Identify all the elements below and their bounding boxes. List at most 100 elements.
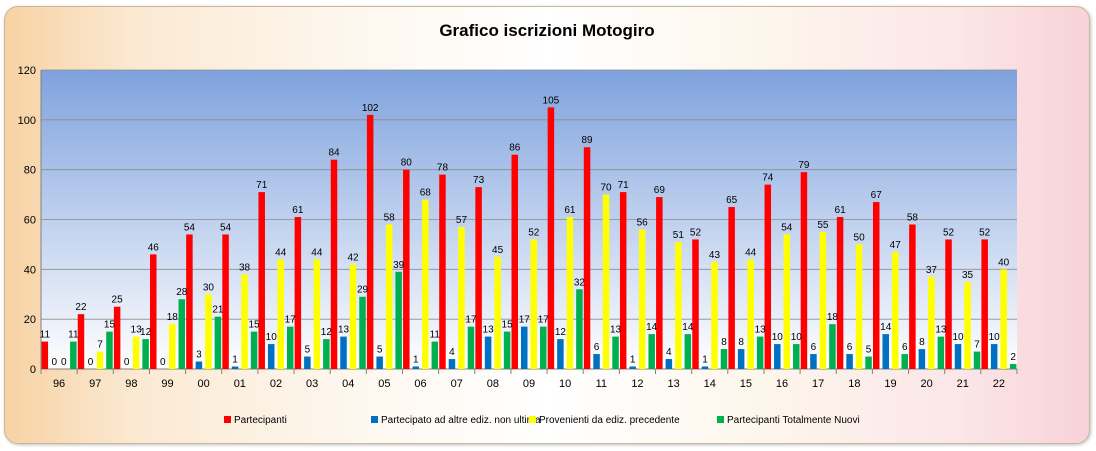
x-tick-label: 97 (89, 378, 101, 390)
data-label: 10 (791, 332, 803, 343)
bar (737, 349, 745, 369)
data-label: 8 (738, 337, 744, 348)
data-label: 61 (835, 205, 847, 216)
y-tick-label: 120 (18, 65, 36, 77)
data-label: 71 (256, 180, 268, 191)
x-tick-label: 10 (559, 378, 571, 390)
x-tick-label: 13 (667, 378, 679, 390)
bar (800, 172, 808, 369)
data-label: 11 (40, 330, 51, 341)
data-label: 29 (357, 285, 369, 296)
bar (286, 326, 294, 369)
data-label: 44 (745, 247, 757, 258)
data-label: 0 (61, 357, 67, 368)
data-label: 0 (88, 357, 94, 368)
bar (503, 331, 511, 369)
bar (1000, 269, 1007, 369)
data-label: 58 (907, 212, 919, 223)
data-label: 7 (97, 340, 103, 351)
bar (222, 234, 229, 369)
data-label: 13 (755, 325, 767, 336)
data-label: 6 (902, 342, 908, 353)
data-label: 65 (726, 195, 738, 206)
x-tick-label: 07 (451, 378, 463, 390)
data-label: 22 (75, 302, 87, 313)
data-label: 84 (328, 148, 340, 159)
bar (521, 326, 528, 369)
data-label: 80 (401, 158, 413, 169)
bar (593, 354, 600, 369)
data-label: 17 (519, 315, 531, 326)
bar (1009, 364, 1017, 369)
data-label: 42 (347, 252, 359, 263)
data-label: 12 (140, 327, 152, 338)
bar (231, 366, 239, 369)
bar (385, 224, 393, 369)
bar (576, 289, 583, 369)
data-label: 40 (998, 257, 1010, 268)
legend-label: Partecipanti Totalmente Nuovi (727, 415, 860, 426)
data-label: 50 (854, 232, 866, 243)
data-label: 15 (502, 320, 514, 331)
data-label: 70 (600, 183, 612, 194)
data-label: 10 (952, 332, 964, 343)
bar (728, 207, 735, 369)
x-tick-label: 19 (884, 378, 896, 390)
bar (846, 354, 853, 369)
bar (945, 239, 952, 369)
legend-swatch (529, 416, 536, 423)
x-tick-label: 00 (198, 378, 210, 390)
data-label: 45 (492, 245, 504, 256)
data-label: 14 (646, 322, 658, 333)
bar (340, 336, 347, 369)
data-label: 32 (574, 277, 586, 288)
bar (178, 299, 186, 369)
data-label: 102 (362, 103, 379, 114)
data-label: 10 (772, 332, 784, 343)
data-label: 43 (709, 250, 721, 261)
bar (937, 336, 945, 369)
bar (829, 324, 836, 369)
bar (458, 226, 465, 369)
data-label: 52 (943, 227, 955, 238)
data-label: 0 (52, 357, 58, 368)
x-tick-label: 22 (993, 378, 1005, 390)
bar (774, 344, 781, 369)
bar (77, 314, 85, 369)
bar (692, 239, 699, 369)
data-label: 39 (393, 260, 405, 271)
bar (304, 356, 311, 369)
x-tick-label: 01 (234, 378, 246, 390)
bar (711, 261, 718, 369)
data-label: 55 (817, 220, 829, 231)
data-label: 38 (239, 262, 251, 273)
data-label: 44 (311, 247, 323, 258)
bar (701, 366, 709, 369)
bar (602, 194, 610, 369)
data-label: 79 (798, 160, 810, 171)
bar (395, 271, 402, 369)
bar (901, 354, 908, 369)
data-label: 47 (890, 240, 902, 251)
bar (448, 359, 456, 369)
data-label: 1 (413, 355, 419, 366)
data-label: 74 (762, 173, 774, 184)
bar (909, 224, 916, 369)
bar (547, 107, 555, 369)
bar (836, 217, 844, 369)
y-tick-label: 0 (30, 364, 36, 376)
x-tick-label: 08 (487, 378, 499, 390)
data-label: 30 (203, 282, 215, 293)
bar (494, 256, 501, 369)
bar (313, 259, 321, 369)
bar (990, 344, 998, 369)
data-label: 52 (690, 227, 702, 238)
data-label: 13 (131, 325, 143, 336)
x-tick-label: 98 (125, 378, 137, 390)
bar (819, 231, 827, 369)
y-tick-label: 20 (24, 314, 36, 326)
data-label: 4 (666, 347, 672, 358)
bar (403, 169, 410, 369)
bar (195, 361, 203, 369)
